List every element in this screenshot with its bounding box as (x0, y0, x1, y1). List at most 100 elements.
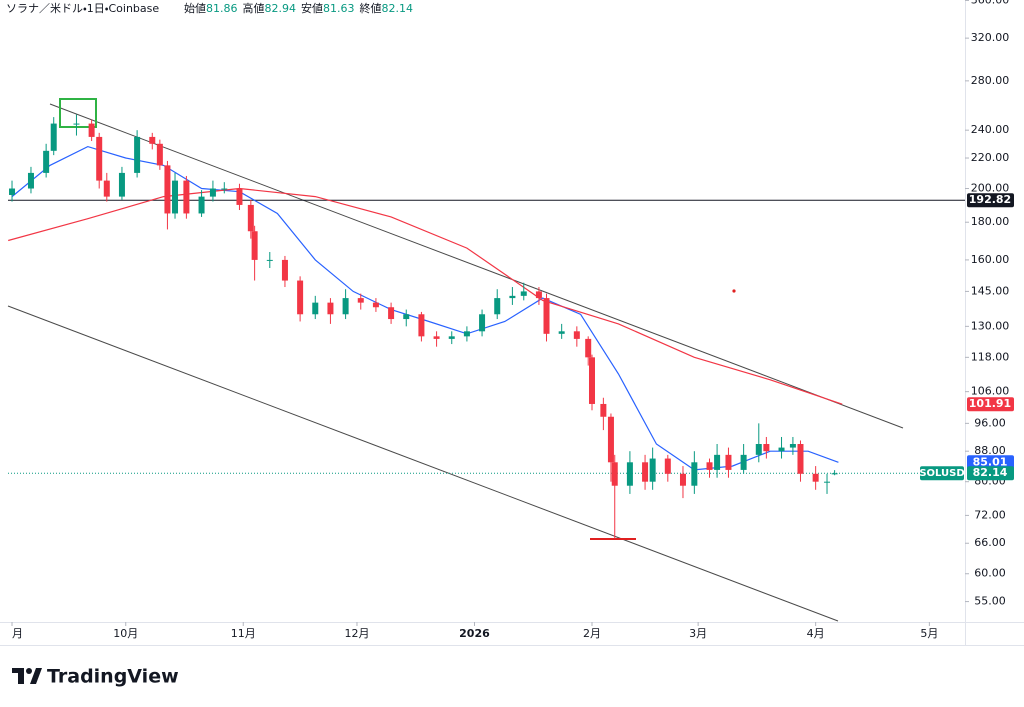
candle-body (642, 462, 649, 482)
x-tick-label: 12月 (344, 627, 369, 640)
upper-trendline (49, 103, 904, 429)
fast-ma-price-box (967, 455, 1014, 470)
candle-body (43, 150, 50, 173)
ohlc-value: 81.86 (206, 2, 238, 15)
candle-body (433, 336, 440, 339)
lower-trendline (7, 305, 839, 622)
candle-body (691, 462, 698, 486)
candle-body (714, 454, 721, 470)
candle-body (209, 188, 216, 197)
ohlc-value: 82.14 (382, 2, 414, 15)
y-tick-label: 280.00 (971, 74, 1010, 87)
candle-body (812, 473, 819, 482)
candle-body (494, 298, 501, 315)
candle-body (543, 298, 550, 334)
x-tick-label: 4月 (807, 627, 825, 640)
candle-body (312, 302, 319, 315)
y-tick-label: 66.00 (974, 536, 1006, 549)
candle-body (372, 302, 379, 308)
y-tick-label: 130.00 (971, 319, 1010, 332)
candle-body (9, 188, 16, 195)
candle-body (789, 444, 796, 448)
candle-body (448, 336, 455, 339)
candle-body (588, 357, 595, 404)
y-tick-label: 96.00 (974, 416, 1006, 429)
candle-body (573, 331, 580, 339)
candle-body (725, 454, 732, 470)
x-tick-label: 2026 (459, 627, 490, 640)
candle-body (149, 136, 156, 144)
candle-body (118, 172, 125, 197)
candle-body (607, 416, 614, 463)
x-tick-label: 5月 (920, 627, 938, 640)
y-tick-label: 220.00 (971, 151, 1010, 164)
y-tick-label: 88.00 (974, 444, 1006, 457)
y-tick-label: 360.00 (971, 0, 1010, 6)
y-tick-label: 72.00 (974, 508, 1006, 521)
logo: TradingView (12, 666, 179, 688)
candle-body (585, 338, 592, 358)
candle-body (611, 462, 618, 486)
y-tick-label: 240.00 (971, 123, 1010, 136)
candle-body (778, 447, 785, 452)
y-tick-label: 106.00 (971, 385, 1010, 398)
dot-marker (732, 289, 736, 293)
last-price-box (967, 466, 1014, 481)
candle-body (479, 314, 486, 332)
candle-body (251, 231, 258, 260)
ohlc-value: 81.63 (323, 2, 355, 15)
symbol-tag-box (920, 466, 964, 481)
candle-body (50, 123, 57, 151)
ohlc-value: 82.94 (265, 2, 297, 15)
moving-average (8, 187, 843, 405)
slow-ma-price: 101.91 (969, 397, 1011, 410)
candle-body (327, 302, 334, 315)
candle-body (763, 444, 770, 452)
candle-body (824, 481, 831, 483)
candle-body (679, 473, 686, 486)
x-tick-label: 10月 (113, 627, 138, 640)
y-tick-label: 180.00 (971, 215, 1010, 228)
candle-body (388, 307, 395, 320)
candle-body (418, 314, 425, 337)
candle-body (357, 298, 364, 303)
candle-body (198, 196, 205, 214)
level-price: 192.82 (969, 193, 1011, 206)
candle-body (509, 295, 516, 299)
candle-body (281, 259, 288, 281)
candle-body (558, 331, 565, 334)
ohlc-label: 安値 (301, 2, 323, 15)
last-price: 82.14 (973, 466, 1008, 479)
candle-body (831, 473, 838, 475)
candle-body (520, 291, 527, 296)
candle-body (664, 458, 671, 474)
ohlc-label: 終値 (360, 2, 382, 15)
candle-body (740, 454, 747, 470)
x-tick-label: 11月 (231, 627, 256, 640)
y-tick-label: 118.00 (971, 350, 1010, 363)
candle-body (342, 298, 349, 315)
fast-ma-price: 85.01 (973, 455, 1008, 468)
candle-body (236, 188, 243, 205)
candle-body (535, 291, 542, 299)
x-tick-label: 2月 (583, 627, 601, 640)
ohlc-label: 始値 (184, 1, 206, 15)
x-tick-label: 3月 (689, 627, 707, 640)
candle-body (73, 123, 80, 125)
symbol-tag: SOLUSD (919, 468, 964, 479)
candle-body (297, 280, 304, 315)
y-tick-label: 200.00 (971, 182, 1010, 195)
logo-stem (18, 668, 24, 684)
y-tick-label: 320.00 (971, 31, 1010, 44)
candle-body (247, 204, 254, 232)
candle-body (600, 403, 607, 417)
logo-slash (30, 668, 42, 684)
brand: TradingView (47, 666, 179, 688)
x-tick-label: 月 (12, 627, 23, 640)
candle-body (221, 188, 228, 190)
slow-ma-price-box (967, 397, 1014, 412)
y-tick-label: 160.00 (971, 253, 1010, 266)
ohlc-readout: 始値 81.86 高値 82.94 安値 81.63 終値 82.14 (184, 1, 413, 15)
candle-body (27, 172, 34, 189)
